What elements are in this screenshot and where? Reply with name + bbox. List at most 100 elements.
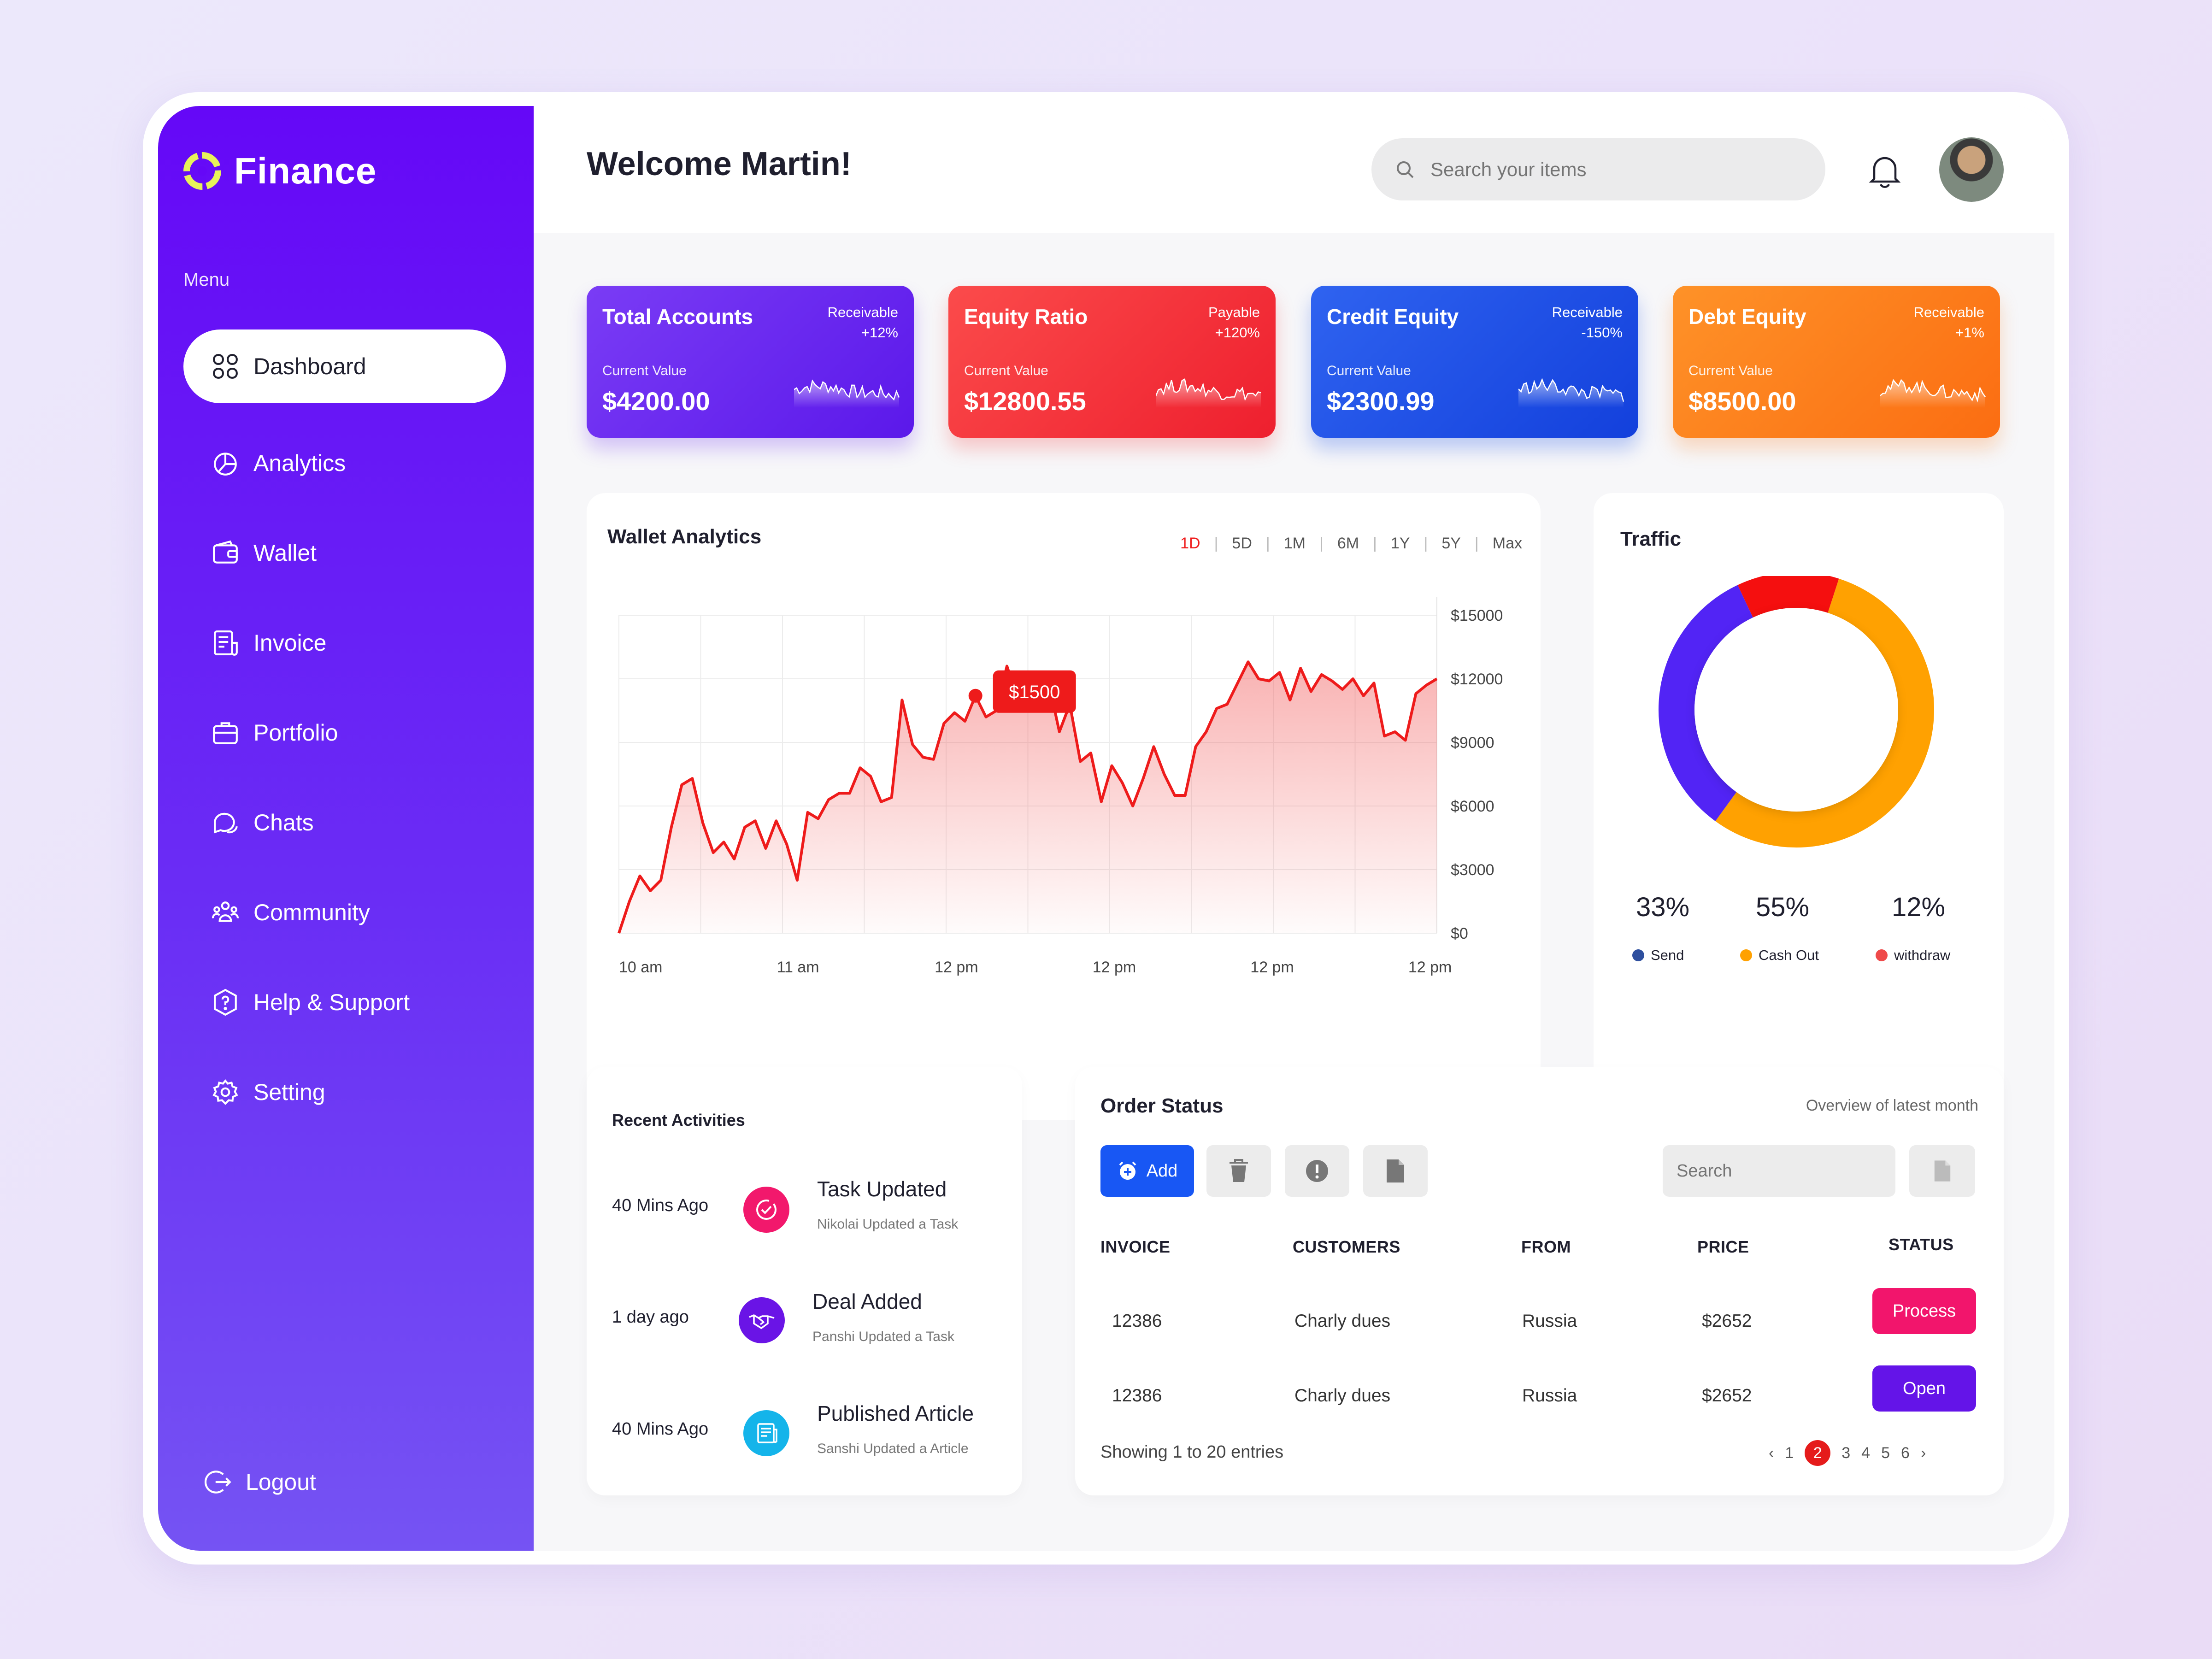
sparkline-line xyxy=(1156,378,1261,401)
page-3[interactable]: 3 xyxy=(1841,1444,1851,1462)
logout-button[interactable]: Logout xyxy=(204,1468,316,1496)
next-page-icon[interactable]: › xyxy=(1920,1444,1926,1462)
range-6m[interactable]: 6M xyxy=(1337,535,1359,552)
sparkline xyxy=(1880,379,1986,408)
sidebar-item-chats[interactable]: Chats xyxy=(183,786,506,859)
range-separator: | xyxy=(1214,535,1218,552)
search-bar[interactable] xyxy=(1371,138,1825,200)
page-2-current[interactable]: 2 xyxy=(1805,1440,1831,1466)
menu-label: Menu xyxy=(183,270,230,290)
x-tick-label: 11 am xyxy=(777,959,819,976)
x-tick-label: 12 pm xyxy=(1250,959,1294,976)
y-tick-label: $12000 xyxy=(1451,671,1503,688)
col-status: STATUS xyxy=(1888,1235,1954,1254)
card-value: $4200.00 xyxy=(602,387,710,416)
tooltip-value: $1500 xyxy=(1009,682,1060,702)
card-equity-ratio[interactable]: Equity Ratio Payable +120% Current Value … xyxy=(948,286,1276,438)
export-button[interactable] xyxy=(1909,1145,1975,1197)
sidebar-item-help[interactable]: Help & Support xyxy=(183,965,506,1039)
tooltip-marker[interactable] xyxy=(968,688,982,703)
range-1y[interactable]: 1Y xyxy=(1390,535,1410,552)
sparkline-area xyxy=(1156,379,1261,408)
sidebar-item-label: Analytics xyxy=(253,450,346,476)
sidebar: Finance Menu Dashboard Analytics Wallet … xyxy=(158,106,534,1551)
x-tick-label: 10 am xyxy=(619,959,663,976)
sidebar-item-analytics[interactable]: Analytics xyxy=(183,426,506,500)
cell-invoice: 12386 xyxy=(1112,1311,1162,1331)
cell-customer: Charly dues xyxy=(1294,1386,1391,1406)
add-button[interactable]: Add xyxy=(1100,1145,1194,1197)
page-1[interactable]: 1 xyxy=(1785,1444,1794,1462)
page-6[interactable]: 6 xyxy=(1901,1444,1910,1462)
status-open-button[interactable]: Open xyxy=(1872,1365,1976,1412)
prev-page-icon[interactable]: ‹ xyxy=(1769,1444,1774,1462)
cell-price: $2652 xyxy=(1702,1311,1752,1331)
send-percent: 33% xyxy=(1636,892,1690,922)
page-5[interactable]: 5 xyxy=(1881,1444,1890,1462)
sidebar-item-setting[interactable]: Setting xyxy=(183,1055,506,1129)
range-1d[interactable]: 1D xyxy=(1180,535,1200,552)
donut-slice-send[interactable] xyxy=(1659,585,1753,821)
range-5y[interactable]: 5Y xyxy=(1441,535,1461,552)
app-name: Finance xyxy=(234,150,377,191)
cashout-percent: 55% xyxy=(1756,892,1810,922)
sidebar-item-label: Wallet xyxy=(253,540,317,566)
range-1m[interactable]: 1M xyxy=(1283,535,1306,552)
card-debt-equity[interactable]: Debt Equity Receivable +1% Current Value … xyxy=(1673,286,2000,438)
range-max[interactable]: Max xyxy=(1492,535,1522,552)
current-value-label: Current Value xyxy=(1688,363,1773,378)
article-icon xyxy=(743,1410,789,1456)
add-label: Add xyxy=(1146,1161,1178,1181)
sidebar-item-community[interactable]: Community xyxy=(183,876,506,949)
logout-label: Logout xyxy=(246,1469,316,1495)
activity-time: 40 Mins Ago xyxy=(612,1419,709,1439)
sidebar-item-dashboard[interactable]: Dashboard xyxy=(183,329,506,403)
cell-from: Russia xyxy=(1522,1311,1577,1331)
col-invoice: INVOICE xyxy=(1100,1237,1171,1256)
y-tick-label: $9000 xyxy=(1451,734,1494,752)
donut-hole xyxy=(1694,608,1898,812)
sidebar-item-wallet[interactable]: Wallet xyxy=(183,516,506,590)
page-4[interactable]: 4 xyxy=(1861,1444,1871,1462)
bell-icon[interactable] xyxy=(1868,152,1902,189)
avatar[interactable] xyxy=(1939,137,2004,202)
document-button[interactable] xyxy=(1363,1145,1428,1197)
sidebar-item-portfolio[interactable]: Portfolio xyxy=(183,696,506,770)
card-credit-equity[interactable]: Credit Equity Receivable -150% Current Va… xyxy=(1311,286,1638,438)
wallet-icon xyxy=(211,539,240,567)
sidebar-item-label: Portfolio xyxy=(253,720,338,746)
top-bar: Welcome Martin! xyxy=(534,106,2054,233)
logout-icon xyxy=(204,1468,233,1496)
sidebar-item-label: Dashboard xyxy=(253,353,366,379)
x-tick-label: 12 pm xyxy=(935,959,978,976)
donut-slice-cash-out[interactable] xyxy=(1715,578,1934,847)
status-process-button[interactable]: Process xyxy=(1872,1288,1976,1334)
pagination: ‹ 1 2 3 4 5 6 › xyxy=(1769,1440,1926,1466)
orders-search[interactable] xyxy=(1663,1145,1895,1197)
donut-slice-withdraw[interactable] xyxy=(1737,576,1839,618)
wallet-title: Wallet Analytics xyxy=(607,525,762,548)
sparkline xyxy=(1156,378,1261,408)
orders-search-input[interactable] xyxy=(1676,1160,1880,1182)
handshake-icon xyxy=(739,1297,785,1343)
trash-icon xyxy=(1230,1159,1248,1182)
search-input[interactable] xyxy=(1430,158,1754,181)
logo: Finance xyxy=(183,150,377,192)
range-5d[interactable]: 5D xyxy=(1232,535,1252,552)
badge-label: Payable xyxy=(1208,304,1260,320)
delete-button[interactable] xyxy=(1206,1145,1271,1197)
sidebar-item-label: Help & Support xyxy=(253,989,410,1015)
card-total-accounts[interactable]: Total Accounts Receivable +12% Current Va… xyxy=(587,286,914,438)
sidebar-item-label: Setting xyxy=(253,1079,325,1105)
cell-customer: Charly dues xyxy=(1294,1311,1391,1331)
alert-button[interactable] xyxy=(1285,1145,1349,1197)
range-selector: 1D | 5D | 1M | 6M | 1Y | 5Y | Max xyxy=(1180,535,1522,553)
sidebar-item-invoice[interactable]: Invoice xyxy=(183,606,506,680)
invoice-icon xyxy=(211,629,240,657)
range-separator: | xyxy=(1424,535,1428,552)
card-badge: Receivable +1% xyxy=(1914,302,1984,343)
alert-icon xyxy=(1306,1160,1328,1182)
legend-send: Send xyxy=(1632,947,1684,964)
card-badge: Receivable -150% xyxy=(1552,302,1623,343)
card-title: Credit Equity xyxy=(1327,305,1459,329)
